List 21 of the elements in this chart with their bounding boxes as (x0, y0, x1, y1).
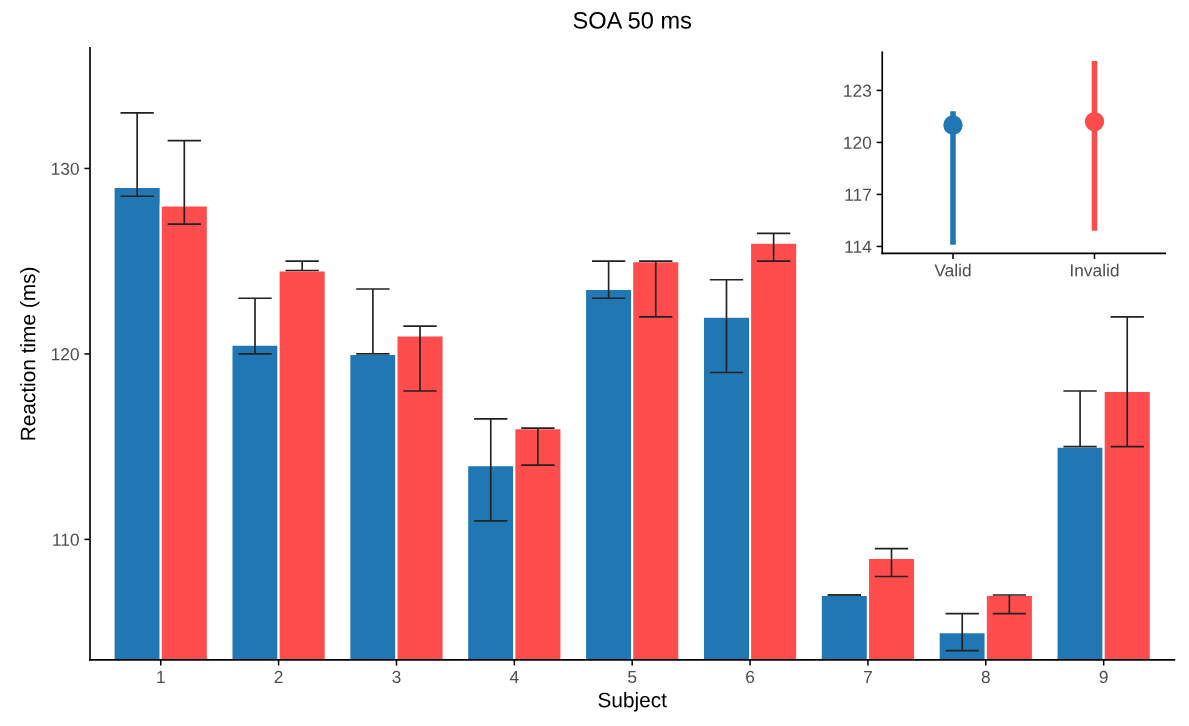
x-tick-label: 5 (628, 670, 637, 684)
y-tick-label: 120 (51, 348, 79, 361)
y-tick-label: 120 (844, 136, 872, 149)
x-tick-label: 9 (1099, 670, 1108, 684)
x-tick-label: 1 (157, 670, 165, 683)
y-tick-label: 110 (53, 533, 79, 546)
y-tick-label: 117 (845, 188, 871, 201)
chart-title: SOA 50 ms (573, 11, 692, 29)
x-tick-label: Valid (934, 263, 971, 277)
x-tick-label: 8 (981, 670, 990, 684)
x-tick-label: 2 (274, 670, 283, 683)
y-axis-title: Reaction time (ms) (20, 267, 40, 440)
x-tick-label: 7 (863, 670, 872, 683)
y-tick-label: 130 (51, 162, 79, 175)
x-tick-label: 4 (509, 670, 519, 683)
y-tick-label: 123 (844, 84, 872, 97)
x-axis-title: Subject (598, 692, 667, 712)
y-tick-label: 114 (845, 240, 872, 253)
x-tick-label: 3 (392, 670, 401, 684)
x-tick-label: Invalid (1070, 263, 1119, 277)
x-tick-label: 6 (746, 670, 755, 684)
